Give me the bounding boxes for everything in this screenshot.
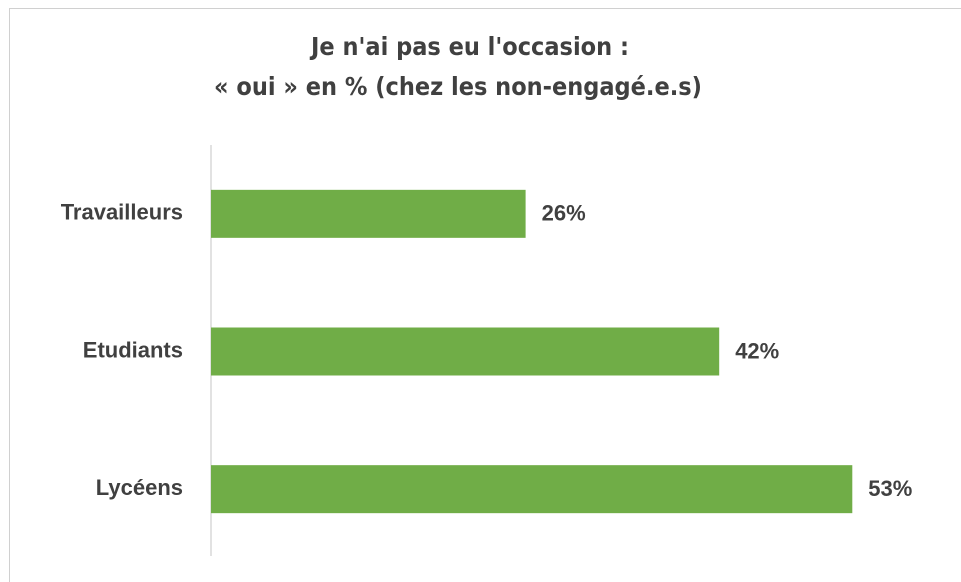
value-label: 26% (542, 201, 586, 226)
chart-title: « oui » en % (chez les non-engagé.e.s) (214, 72, 702, 101)
chart-frame (9, 8, 961, 582)
category-label: Travailleurs (61, 200, 183, 225)
category-label: Etudiants (83, 337, 183, 362)
bar (211, 189, 526, 238)
bar (211, 465, 853, 514)
chart-title: Je n'ai pas eu l'occasion : (309, 32, 629, 61)
value-label: 42% (735, 338, 779, 363)
category-label: Lycéens (96, 475, 183, 500)
bar (211, 327, 720, 376)
value-label: 53% (868, 476, 912, 501)
